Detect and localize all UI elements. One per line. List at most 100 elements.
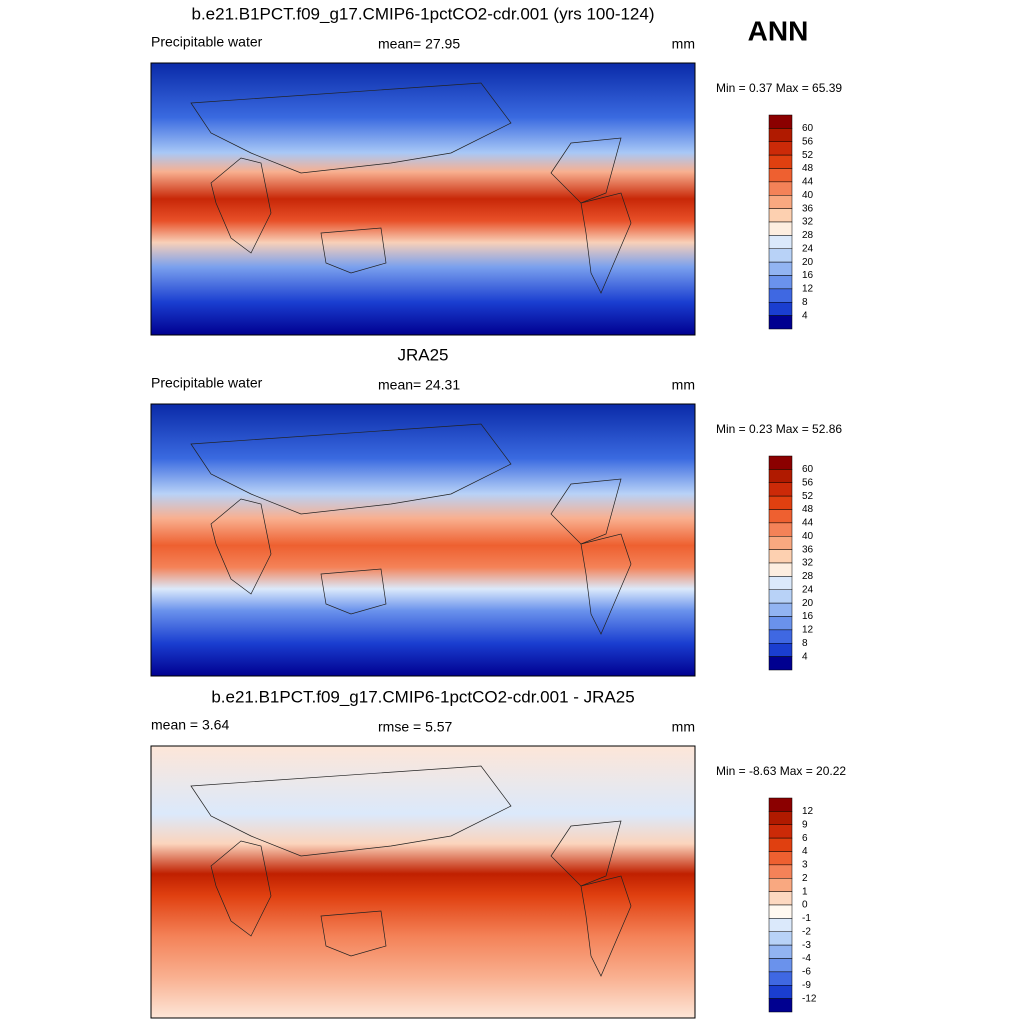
season-label: ANN xyxy=(748,15,809,46)
colorbar-box xyxy=(768,455,793,470)
colorbar-label: 4 xyxy=(802,310,808,321)
colorbar-label: 24 xyxy=(802,584,814,595)
colorbar-box xyxy=(768,495,793,510)
colorbar-label: -6 xyxy=(802,967,811,978)
colorbar-box xyxy=(768,248,793,263)
colorbar-label: 12 xyxy=(802,284,814,295)
colorbar-label: 3 xyxy=(802,860,808,871)
center-label: mean= 27.95 xyxy=(378,36,460,52)
colorbar-box xyxy=(768,985,793,999)
colorbar-label: 48 xyxy=(802,163,814,174)
coastline xyxy=(190,423,512,515)
unit-label: mm xyxy=(672,36,695,52)
colorbar-box xyxy=(768,958,793,973)
center-label: rmse = 5.57 xyxy=(378,719,453,735)
map-field xyxy=(151,404,695,676)
colorbar-label: -12 xyxy=(802,993,817,1004)
colorbar-box xyxy=(768,536,793,550)
colorbar-label: 56 xyxy=(802,136,814,147)
colorbar-label: 6 xyxy=(802,833,808,844)
colorbar-box xyxy=(768,918,793,932)
colorbar-box xyxy=(768,288,793,303)
colorbar-label: 56 xyxy=(802,477,814,488)
panel-title: b.e21.B1PCT.f09_g17.CMIP6-1pctCO2-cdr.00… xyxy=(191,4,654,23)
colorbar-box xyxy=(768,509,793,524)
colorbar-label: 0 xyxy=(802,900,808,911)
unit-label: mm xyxy=(672,719,695,735)
colorbar-label: 44 xyxy=(802,177,814,188)
colorbar-label: 60 xyxy=(802,464,814,475)
coastline xyxy=(580,192,632,294)
colorbar-label: -3 xyxy=(802,940,811,951)
colorbar-label: 20 xyxy=(802,598,814,609)
colorbar-label: 16 xyxy=(802,270,814,281)
colorbar-box xyxy=(768,549,793,564)
colorbar-box xyxy=(768,315,793,330)
colorbar-box xyxy=(768,221,793,236)
colorbar-label: 36 xyxy=(802,544,814,555)
colorbar-label: 48 xyxy=(802,504,814,515)
colorbar-box xyxy=(768,128,793,142)
left-label: Precipitable water xyxy=(151,34,263,50)
colorbar-box xyxy=(768,469,793,483)
coastline xyxy=(550,478,622,545)
colorbar-label: 12 xyxy=(802,806,814,817)
colorbar-box xyxy=(768,562,793,577)
colorbar-label: 60 xyxy=(802,123,814,134)
colorbar-label: 4 xyxy=(802,651,808,662)
colorbar-box xyxy=(768,576,793,590)
colorbar-box xyxy=(768,195,793,209)
colorbar-label: 12 xyxy=(802,625,814,636)
colorbar-label: 32 xyxy=(802,217,814,228)
colorbar-box xyxy=(768,904,793,919)
colorbar-label: 36 xyxy=(802,203,814,214)
colorbar-label: 28 xyxy=(802,230,814,241)
colorbar-box xyxy=(768,944,793,959)
coastline xyxy=(550,137,622,204)
coastline xyxy=(190,82,512,174)
colorbar-label: 4 xyxy=(802,846,808,857)
colorbar-label: 52 xyxy=(802,491,814,502)
colorbar-label: 9 xyxy=(802,819,808,830)
center-label: mean= 24.31 xyxy=(378,377,460,393)
map-field xyxy=(151,746,695,1018)
colorbar-box xyxy=(768,851,793,866)
coastline xyxy=(320,568,387,615)
panel-title: b.e21.B1PCT.f09_g17.CMIP6-1pctCO2-cdr.00… xyxy=(211,687,634,706)
colorbar-box xyxy=(768,181,793,196)
map-frame xyxy=(150,62,696,336)
colorbar-label: 28 xyxy=(802,571,814,582)
colorbar-box xyxy=(768,522,793,537)
colorbar-label: 20 xyxy=(802,257,814,268)
colorbar-label: 40 xyxy=(802,190,814,201)
colorbar-label: -1 xyxy=(802,913,811,924)
colorbar-box xyxy=(768,302,793,316)
colorbar-label: 24 xyxy=(802,243,814,254)
colorbar-box xyxy=(768,643,793,657)
colorbar-box xyxy=(768,602,793,617)
colorbar-box xyxy=(768,971,793,986)
left-label: Precipitable water xyxy=(151,375,263,391)
colorbar-box xyxy=(768,208,793,223)
min-max: Min = -8.63 Max = 20.22 xyxy=(716,764,846,778)
colorbar-box xyxy=(768,824,793,839)
colorbar-label: 8 xyxy=(802,297,808,308)
colorbar-box xyxy=(768,168,793,183)
min-max: Min = 0.37 Max = 65.39 xyxy=(716,81,842,95)
unit-label: mm xyxy=(672,377,695,393)
colorbar-label: 2 xyxy=(802,873,808,884)
coastline xyxy=(580,533,632,635)
colorbar-box xyxy=(768,878,793,892)
colorbar-box xyxy=(768,891,793,906)
coastline xyxy=(580,875,632,977)
coastline xyxy=(210,157,272,254)
colorbar-box xyxy=(768,616,793,631)
panel-title: JRA25 xyxy=(397,345,448,364)
colorbar-label: -4 xyxy=(802,953,811,964)
colorbar-label: 52 xyxy=(802,150,814,161)
map-frame xyxy=(150,403,696,677)
colorbar-box xyxy=(768,656,793,671)
colorbar-box xyxy=(768,261,793,276)
colorbar-box xyxy=(768,482,793,497)
coastline xyxy=(210,840,272,937)
